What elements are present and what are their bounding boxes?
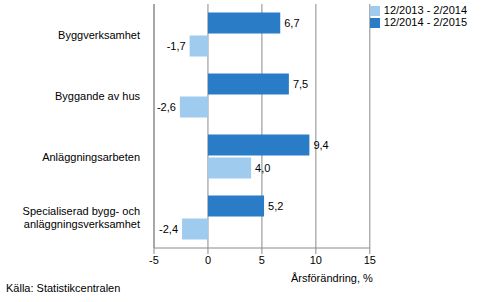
svg-text:Byggande av hus: Byggande av hus — [55, 90, 141, 102]
svg-text:Årsförändring, %: Årsförändring, % — [291, 272, 373, 284]
svg-text:-5: -5 — [149, 254, 159, 266]
svg-text:Anläggningsarbeten: Anläggningsarbeten — [42, 151, 140, 163]
html-text:12/2014 - 2/2015: 12/2014 - 2/2015 — [383, 16, 467, 29]
html-text:Källa: Statistikcentralen: Källa: Statistikcentralen — [6, 282, 121, 294]
svg-text:-1,7: -1,7 — [167, 40, 186, 52]
svg-text:7,5: 7,5 — [293, 78, 308, 90]
svg-text:-2,4: -2,4 — [159, 223, 178, 235]
svg-text:Byggverksamhet: Byggverksamhet — [58, 29, 140, 41]
svg-text:15: 15 — [364, 254, 376, 266]
svg-text:9,4: 9,4 — [313, 139, 328, 151]
svg-text:4,0: 4,0 — [255, 162, 270, 174]
svg-text:0: 0 — [205, 254, 211, 266]
html-text:12/2013 - 2/2014: 12/2013 - 2/2014 — [383, 4, 467, 16]
svg-text:10: 10 — [310, 254, 322, 266]
svg-text:-2,6: -2,6 — [157, 101, 176, 113]
svg-text:6,7: 6,7 — [284, 17, 299, 29]
svg-text:Specialiserad bygg- ochanläggn: Specialiserad bygg- ochanläggningsverksa… — [23, 205, 140, 230]
svg-text:5: 5 — [259, 254, 265, 266]
svg-text:5,2: 5,2 — [268, 200, 283, 212]
